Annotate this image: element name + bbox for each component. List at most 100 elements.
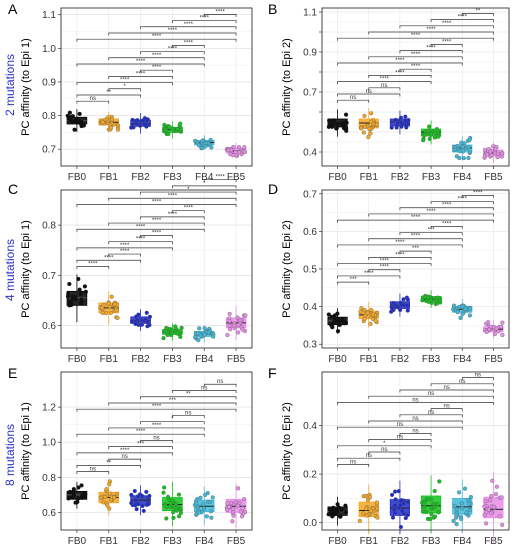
- y-axis-label: PC affinity (to Epi 1): [20, 38, 32, 136]
- significance-label: ****: [395, 252, 405, 258]
- data-point: [329, 323, 334, 328]
- panel-letter: E: [8, 365, 17, 381]
- data-point: [236, 150, 242, 155]
- data-point: [81, 123, 86, 128]
- data-point: [178, 334, 183, 339]
- data-point: [106, 301, 111, 306]
- data-point: [405, 297, 410, 302]
- data-point: [364, 513, 369, 518]
- data-point: [164, 516, 169, 521]
- data-point: [373, 318, 378, 323]
- plot-area: [322, 372, 509, 530]
- significance-bracket: [337, 457, 401, 461]
- data-point: [339, 507, 344, 513]
- data-point: [72, 127, 77, 132]
- data-point: [464, 510, 469, 515]
- x-tick-label: FB0: [68, 172, 87, 183]
- y-axis-label: PC affinity (to Epi 2): [281, 402, 293, 500]
- significance-bracket: [108, 402, 237, 406]
- data-point: [194, 501, 199, 506]
- data-point: [455, 310, 460, 315]
- significance-bracket: [368, 256, 432, 260]
- data-point: [193, 138, 198, 144]
- data-point: [454, 507, 459, 512]
- significance-label: ****: [380, 77, 390, 83]
- data-point: [77, 287, 82, 292]
- significance-label: ns: [350, 459, 356, 465]
- data-point: [335, 121, 340, 126]
- significance-bracket: [108, 241, 173, 245]
- data-point: [398, 498, 403, 504]
- data-point: [133, 498, 138, 503]
- data-point: [432, 488, 437, 494]
- data-point: [495, 151, 501, 156]
- data-point: [107, 482, 112, 487]
- data-point: [432, 514, 438, 519]
- data-point: [238, 509, 243, 515]
- significance-label: ****: [200, 16, 210, 22]
- data-point: [489, 494, 494, 499]
- significance-label: ****: [120, 249, 130, 255]
- data-point: [374, 122, 379, 127]
- data-point: [178, 121, 183, 126]
- y-tick-label: 0.7: [303, 88, 317, 99]
- data-point: [491, 504, 497, 509]
- data-point: [79, 483, 84, 488]
- significance-bracket: [76, 452, 173, 456]
- significance-bracket: [368, 75, 432, 78]
- data-point: [374, 500, 379, 505]
- x-tick-label: FB2: [391, 354, 410, 365]
- data-point: [331, 123, 336, 128]
- data-point: [135, 118, 140, 123]
- data-point: [434, 127, 439, 132]
- significance-bracket: [76, 63, 205, 67]
- significance-bracket: [140, 69, 173, 73]
- x-tick-label: FB0: [328, 172, 347, 183]
- y-tick-label: 0.4: [303, 302, 317, 313]
- significance-label: ****: [395, 240, 405, 246]
- data-point: [494, 484, 499, 489]
- data-point: [398, 115, 404, 120]
- significance-label: ns: [412, 397, 418, 403]
- data-point: [428, 497, 433, 502]
- significance-bracket: [337, 426, 463, 430]
- significance-label: ns: [90, 96, 96, 102]
- data-point: [228, 501, 234, 506]
- data-point: [467, 507, 472, 512]
- data-point: [369, 119, 374, 124]
- data-point: [236, 145, 242, 150]
- data-point: [327, 118, 332, 123]
- data-point: [499, 151, 505, 156]
- data-point: [428, 505, 434, 510]
- data-point: [226, 504, 232, 509]
- data-point: [331, 512, 336, 517]
- plot-frame: [60, 189, 253, 349]
- significance-bracket: [430, 408, 463, 412]
- significance-bracket: [140, 51, 205, 55]
- significance-label: ns: [153, 435, 159, 441]
- x-tick-label: FB2: [131, 354, 150, 365]
- y-tick-label: 0.8: [42, 473, 56, 484]
- significance-bracket: [368, 269, 401, 273]
- data-point: [133, 503, 138, 508]
- y-tick-label: 0.7: [303, 189, 317, 200]
- significance-bracket: [108, 197, 237, 201]
- data-point: [235, 503, 240, 508]
- significance-label: ns: [443, 404, 449, 410]
- data-point: [129, 492, 134, 498]
- significance-label: ****: [152, 218, 162, 224]
- data-point: [240, 327, 245, 332]
- x-tick-label: FB3: [163, 354, 182, 365]
- data-point: [362, 124, 368, 130]
- significance-bracket: [172, 390, 237, 393]
- data-point: [375, 515, 380, 520]
- significance-label: ns: [217, 379, 223, 385]
- x-tick-label: FB4: [453, 354, 472, 365]
- significance-label: ****: [395, 58, 405, 64]
- data-point: [236, 330, 241, 335]
- data-point: [104, 487, 109, 492]
- significance-bracket: [203, 14, 237, 17]
- y-tick-label: 0.7: [42, 145, 56, 156]
- data-point: [227, 323, 232, 328]
- data-point: [460, 506, 465, 511]
